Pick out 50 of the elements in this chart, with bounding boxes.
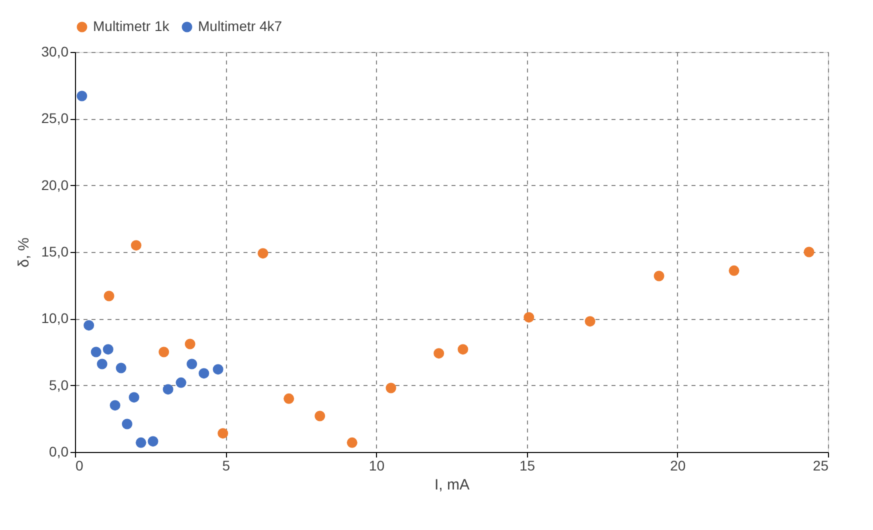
y-axis-title: δ, % bbox=[15, 237, 32, 268]
x-tick-label: 25 bbox=[812, 458, 829, 474]
point bbox=[158, 346, 170, 358]
point bbox=[458, 344, 468, 355]
x-tick-label: 10 bbox=[368, 458, 385, 474]
point bbox=[314, 410, 326, 422]
point bbox=[102, 344, 114, 355]
x-tick-label: 0 bbox=[76, 458, 84, 474]
point bbox=[184, 338, 196, 350]
point bbox=[76, 90, 88, 102]
point bbox=[258, 248, 268, 259]
point bbox=[122, 418, 132, 430]
point bbox=[162, 384, 174, 395]
point bbox=[284, 393, 294, 404]
point bbox=[386, 382, 396, 394]
y-tick-label: 5,0 bbox=[49, 376, 69, 393]
point bbox=[90, 346, 102, 358]
point bbox=[218, 428, 228, 439]
point bbox=[84, 320, 94, 331]
point bbox=[212, 364, 224, 375]
point bbox=[728, 265, 740, 276]
point bbox=[804, 246, 814, 258]
point bbox=[136, 437, 146, 448]
x-tick-label: 15 bbox=[520, 458, 536, 474]
point bbox=[198, 368, 210, 379]
point bbox=[524, 312, 534, 323]
point bbox=[346, 437, 358, 448]
point bbox=[130, 240, 142, 251]
point bbox=[104, 290, 114, 302]
point bbox=[110, 400, 120, 411]
point bbox=[584, 316, 596, 327]
x-tick-label: 20 bbox=[670, 458, 686, 474]
legend-label: Multimetr 4k7 bbox=[198, 18, 282, 34]
point bbox=[654, 270, 664, 282]
point bbox=[186, 358, 198, 370]
y-tick-label: 10,0 bbox=[41, 310, 69, 326]
point bbox=[96, 358, 108, 370]
point bbox=[176, 377, 186, 388]
x-tick-label: 5 bbox=[222, 458, 230, 474]
point bbox=[116, 362, 126, 374]
y-tick-label: 15,0 bbox=[41, 244, 69, 260]
point bbox=[434, 348, 444, 359]
y-tick-label: 0,0 bbox=[49, 444, 69, 460]
y-tick-label: 25,0 bbox=[41, 110, 69, 126]
y-tick-label: 20,0 bbox=[41, 176, 69, 193]
y-tick-label: 30,0 bbox=[41, 44, 69, 60]
point bbox=[128, 392, 140, 403]
x-axis-title: I, mA bbox=[434, 476, 470, 494]
legend-label: Multimetr 1k bbox=[93, 18, 170, 34]
point bbox=[148, 436, 158, 447]
